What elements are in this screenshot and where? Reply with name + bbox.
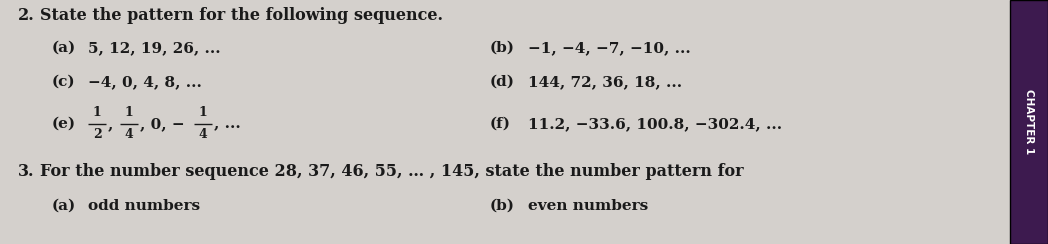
- Text: (b): (b): [490, 41, 515, 55]
- Text: (f): (f): [490, 117, 511, 131]
- Text: , 0, −: , 0, −: [140, 117, 184, 131]
- Text: −1, −4, −7, −10, ...: −1, −4, −7, −10, ...: [528, 41, 691, 55]
- Text: 4: 4: [125, 129, 133, 142]
- Text: −4, 0, 4, 8, ...: −4, 0, 4, 8, ...: [88, 75, 202, 89]
- Text: (a): (a): [52, 199, 77, 213]
- FancyBboxPatch shape: [1010, 0, 1048, 244]
- Text: State the pattern for the following sequence.: State the pattern for the following sequ…: [40, 8, 443, 24]
- Text: even numbers: even numbers: [528, 199, 649, 213]
- Text: 4: 4: [199, 129, 208, 142]
- Text: 1: 1: [199, 106, 208, 120]
- Text: 2: 2: [92, 129, 102, 142]
- Text: CHAPTER 1: CHAPTER 1: [1024, 89, 1034, 155]
- Text: 11.2, −33.6, 100.8, −302.4, ...: 11.2, −33.6, 100.8, −302.4, ...: [528, 117, 782, 131]
- Text: (e): (e): [52, 117, 77, 131]
- Text: (c): (c): [52, 75, 75, 89]
- Text: , ...: , ...: [214, 117, 241, 131]
- Text: (b): (b): [490, 199, 515, 213]
- Text: ,: ,: [108, 117, 113, 131]
- Text: 144, 72, 36, 18, ...: 144, 72, 36, 18, ...: [528, 75, 682, 89]
- Text: For the number sequence 28, 37, 46, 55, … , 145, state the number pattern for: For the number sequence 28, 37, 46, 55, …: [40, 163, 744, 181]
- Text: 1: 1: [92, 106, 102, 120]
- Text: 1: 1: [125, 106, 133, 120]
- Text: odd numbers: odd numbers: [88, 199, 200, 213]
- Text: (a): (a): [52, 41, 77, 55]
- Text: 3.: 3.: [18, 163, 35, 181]
- Text: 5, 12, 19, 26, ...: 5, 12, 19, 26, ...: [88, 41, 221, 55]
- Text: (d): (d): [490, 75, 515, 89]
- Text: 2.: 2.: [18, 8, 35, 24]
